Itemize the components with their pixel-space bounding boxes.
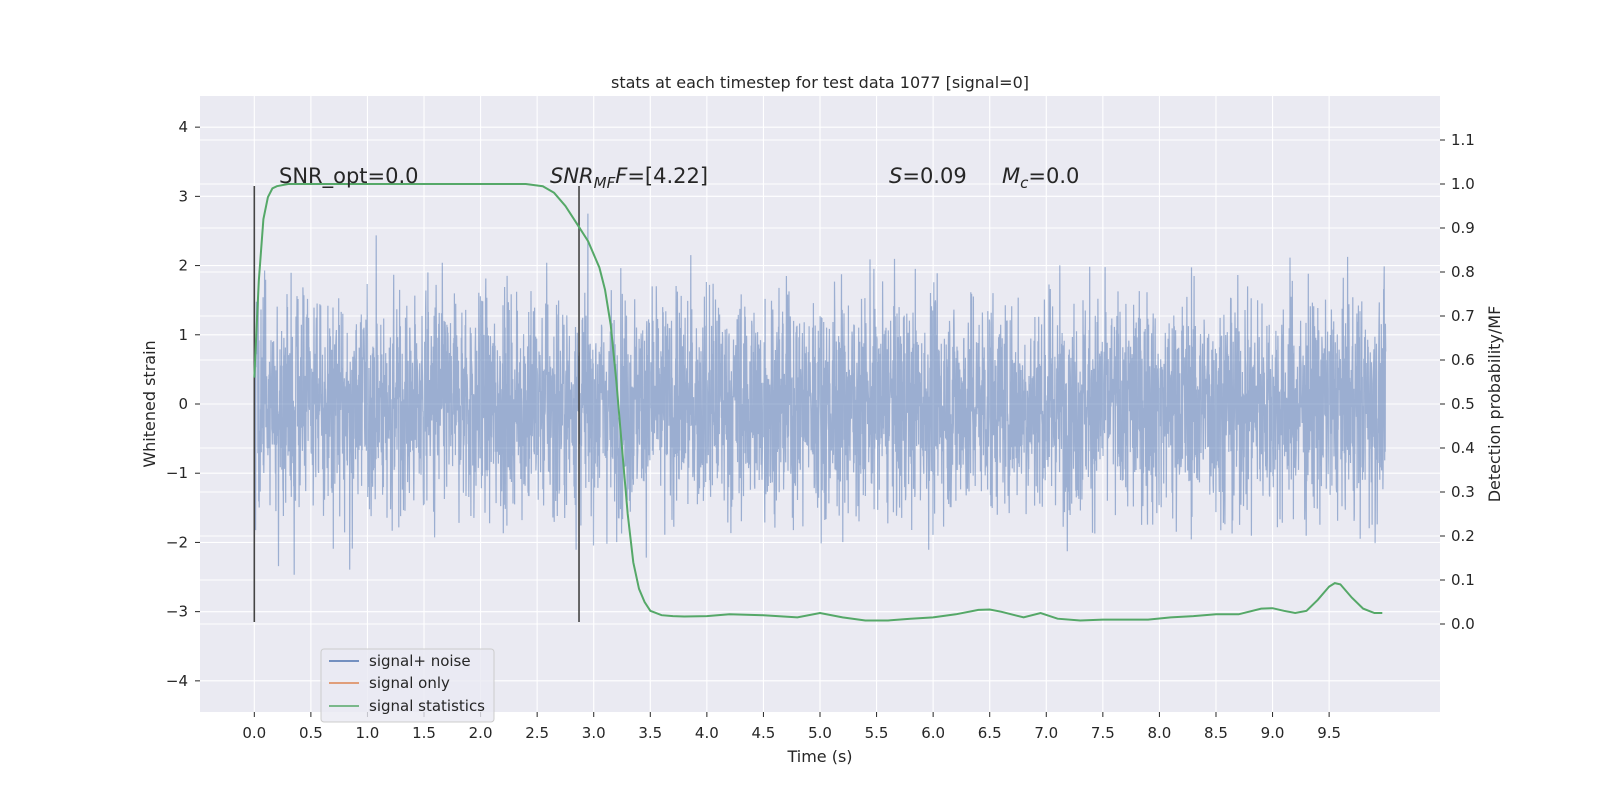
- x-tick-label: 4.5: [752, 724, 776, 742]
- x-tick-label: 1.0: [356, 724, 380, 742]
- legend-box: [320, 648, 495, 723]
- legend: signal+ noise signal only signal statist…: [320, 648, 495, 723]
- x-tick-label: 8.5: [1204, 724, 1228, 742]
- y-right-tick-label: 0.0: [1451, 615, 1475, 633]
- marker-lines: [253, 185, 580, 623]
- mc-subscript: c: [1020, 174, 1029, 192]
- y-left-axis-label: Whitened strain: [140, 340, 159, 467]
- snr-mf-subscript: MF: [594, 174, 616, 192]
- x-tick-label: 6.0: [921, 724, 945, 742]
- y-left-tick-label: 1: [178, 326, 188, 344]
- y-left-tick-label: −4: [166, 672, 188, 690]
- x-axis-label: Time (s): [786, 747, 852, 766]
- x-tick-label: 7.0: [1034, 724, 1058, 742]
- legend-label-signal-noise: signal+ noise: [369, 652, 471, 670]
- y-left-tick-label: 0: [178, 395, 188, 413]
- signal-noise-series: [253, 213, 1387, 575]
- legend-label-signal-statistics: signal statistics: [369, 697, 485, 715]
- series-signal-noise-line: [253, 213, 1387, 575]
- mc-symbol: M: [1002, 164, 1020, 188]
- y-right-tick-label: 0.1: [1451, 571, 1475, 589]
- y-right-tick-label: 0.7: [1451, 307, 1475, 325]
- y-left-tick-label: 2: [178, 257, 188, 275]
- y-right-tick-label: 0.5: [1451, 395, 1475, 413]
- x-tick-label: 9.0: [1261, 724, 1285, 742]
- y-left-tick-label: 4: [178, 118, 188, 136]
- x-tick-label: 4.0: [695, 724, 719, 742]
- snr-mf-f: F: [615, 164, 628, 188]
- annotation-mc: Mc=0.0: [1002, 164, 1079, 192]
- x-tick-label: 2.0: [469, 724, 493, 742]
- signal-statistics-layer: [253, 183, 1383, 622]
- y-left-tick-label: −3: [166, 603, 188, 621]
- y-right-tick-label: 0.9: [1451, 219, 1475, 237]
- mc-value: =0.0: [1028, 164, 1079, 188]
- annotation-snr-mf: SNRMFF=[4.22]: [550, 164, 708, 192]
- legend-label-signal-only: signal only: [369, 674, 450, 692]
- s-value: =0.09: [902, 164, 966, 188]
- y-left-tick-label: −1: [166, 464, 188, 482]
- x-tick-label: 1.5: [412, 724, 436, 742]
- y-right-tick-label: 1.0: [1451, 175, 1475, 193]
- chart-title: stats at each timestep for test data 107…: [611, 73, 1029, 92]
- s-symbol: S: [889, 164, 902, 188]
- x-tick-label: 9.5: [1317, 724, 1341, 742]
- x-tick-label: 0.0: [242, 724, 266, 742]
- x-tick-label: 7.5: [1091, 724, 1115, 742]
- x-tick-label: 0.5: [299, 724, 323, 742]
- y-right-axis-label: Detection probability/MF: [1485, 306, 1504, 503]
- x-tick-label: 3.0: [582, 724, 606, 742]
- snr-mf-prefix: SNR: [550, 164, 594, 188]
- y-right-axis-ticks: 0.0 0.1 0.2 0.3 0.4 0.5 0.6 0.7 0.8 0.9 1.0 1.1: [1440, 131, 1475, 633]
- x-tick-label: 3.5: [638, 724, 662, 742]
- x-tick-label: 2.5: [525, 724, 549, 742]
- y-left-axis-ticks: −4 −3 −2 −1 0 1 2 3 4: [166, 118, 200, 690]
- series-signal-statistics-line: [253, 183, 1383, 622]
- y-right-tick-label: 0.3: [1451, 483, 1475, 501]
- y-right-tick-label: 0.2: [1451, 527, 1475, 545]
- y-right-tick-label: 1.1: [1451, 131, 1475, 149]
- x-tick-label: 5.5: [865, 724, 889, 742]
- annotation-s: S=0.09: [889, 164, 967, 188]
- y-left-tick-label: −2: [166, 533, 188, 551]
- y-left-tick-label: 3: [178, 187, 188, 205]
- x-tick-label: 8.0: [1147, 724, 1171, 742]
- x-tick-label: 5.0: [808, 724, 832, 742]
- x-axis-ticks: 0.0 0.5 1.0 1.5 2.0 2.5 3.0 3.5 4.0 4.5 5.0 5.5 6.0 6…: [242, 712, 1341, 742]
- y-right-tick-label: 0.8: [1451, 263, 1475, 281]
- y-right-tick-label: 0.4: [1451, 439, 1475, 457]
- y-right-tick-label: 0.6: [1451, 351, 1475, 369]
- snr-mf-value: =[4.22]: [627, 164, 708, 188]
- x-tick-label: 6.5: [978, 724, 1002, 742]
- annotation-snr-opt: SNR_opt=0.0: [279, 164, 419, 189]
